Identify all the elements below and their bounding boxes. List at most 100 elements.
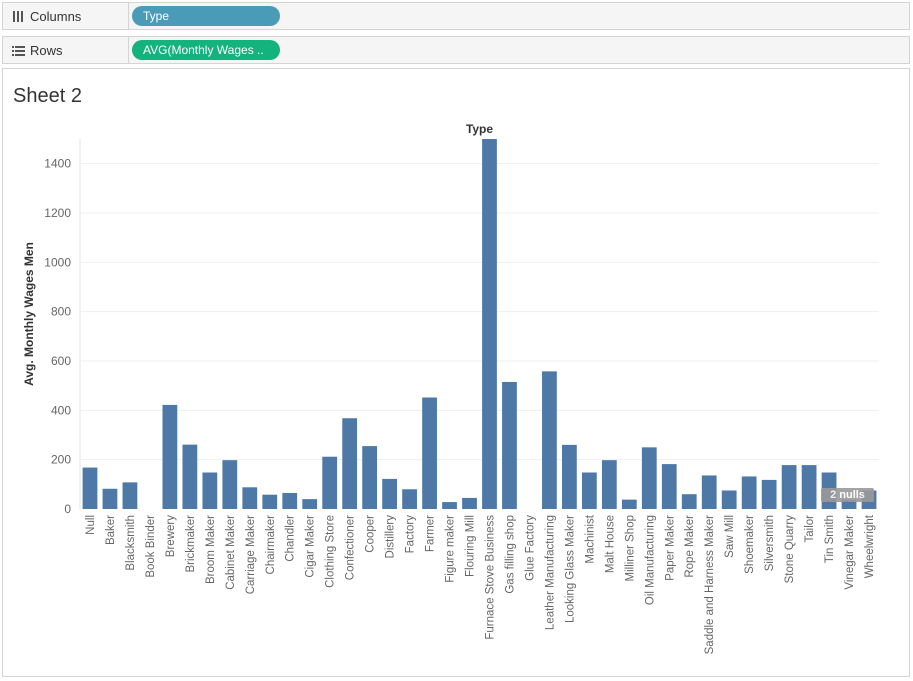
x-tick-label: Malt House — [604, 515, 616, 573]
bar-shoemaker[interactable] — [741, 476, 757, 509]
bar-blacksmith[interactable] — [122, 482, 138, 509]
bar-silversmith[interactable] — [761, 479, 777, 509]
bar-rope-maker[interactable] — [681, 494, 697, 509]
bar-chairmaker[interactable] — [262, 494, 278, 509]
bar-milliner-shop[interactable] — [621, 499, 637, 509]
x-tick-label: Shoemaker — [744, 515, 756, 574]
x-tick-label: Vinegar Maker — [844, 515, 856, 590]
x-tick-label: Silversmith — [764, 515, 776, 571]
x-tick-label: Brickmaker — [185, 515, 197, 573]
bar-saddle-and-harness-maker[interactable] — [701, 475, 717, 509]
bar-farmer[interactable] — [422, 397, 437, 509]
columns-shelf-label: Columns — [3, 3, 129, 29]
bar-oil-manufacturing[interactable] — [641, 447, 657, 509]
x-tick-label: Saddle and Harness Maker — [704, 515, 716, 655]
x-tick-label: Oil Manufacturing — [644, 515, 656, 605]
sheet-title: Sheet 2 — [13, 85, 82, 107]
rows-icon — [11, 45, 25, 56]
bar-figure-maker[interactable] — [442, 502, 457, 509]
chart-title: Type — [466, 122, 493, 136]
x-tick-label: Blacksmith — [125, 515, 137, 571]
y-tick-label: 1400 — [44, 157, 71, 171]
bar-cooper[interactable] — [362, 446, 378, 509]
bar-machinist[interactable] — [581, 472, 597, 509]
x-tick-label: Factory — [405, 515, 417, 554]
bar-vinegar-maker[interactable] — [841, 499, 857, 509]
x-tick-label: Clothing Store — [325, 515, 337, 588]
x-tick-label: Milliner Shop — [624, 515, 636, 581]
nulls-indicator[interactable]: 2 nulls — [821, 488, 874, 502]
x-tick-label: Wheelwright — [864, 514, 876, 578]
bar-chart: 0 200 400 600 800 1000 1200 1400 Null Baker Blacks… — [22, 122, 879, 655]
bar-brickmaker[interactable] — [182, 444, 198, 509]
bar-saw-mill[interactable] — [721, 490, 737, 510]
bar-carriage-maker[interactable] — [242, 487, 258, 509]
bar-furnace-stove-business[interactable] — [482, 139, 497, 509]
avg-monthly-wages-pill[interactable]: AVG(Monthly Wages .. — [132, 40, 280, 60]
y-axis-title: Avg. Monthly Wages Men — [22, 242, 36, 386]
bar-broom-maker[interactable] — [202, 472, 218, 509]
bar-tailor[interactable] — [801, 465, 817, 509]
y-tick-label: 1200 — [44, 206, 71, 220]
x-tick-label: Cabinet Maker — [225, 515, 237, 590]
x-tick-label: Brewery — [165, 515, 177, 557]
bar-null[interactable] — [82, 467, 98, 509]
x-tick-label: Stone Quarry — [784, 515, 796, 584]
x-tick-label: Flouring Mill — [465, 515, 477, 577]
columns-label-text: Columns — [30, 8, 82, 24]
bar-leather-manufacturing[interactable] — [542, 371, 557, 509]
y-tick-label: 800 — [51, 305, 71, 319]
bar-baker[interactable] — [102, 488, 118, 509]
columns-shelf: Columns Type — [2, 2, 910, 30]
x-tick-label: Tin Smith — [824, 515, 836, 563]
y-tick-label: 600 — [51, 354, 71, 368]
x-tick-label: Baker — [105, 515, 117, 545]
type-pill[interactable]: Type — [132, 6, 280, 26]
y-tick-label: 0 — [64, 502, 71, 516]
bar-malt-house[interactable] — [601, 460, 617, 509]
y-tick-label: 1000 — [44, 255, 71, 269]
x-tick-label: Farmer — [425, 515, 437, 552]
y-tick-label: 400 — [51, 403, 71, 417]
columns-icon — [11, 10, 25, 22]
x-tick-label: Glue Factory — [524, 515, 536, 581]
rows-label-text: Rows — [30, 42, 63, 58]
bar-factory[interactable] — [402, 489, 417, 509]
x-tick-label: Gas filling shop — [504, 515, 516, 594]
rows-shelf-label: Rows — [3, 37, 129, 63]
x-tick-label: Tailor — [804, 515, 816, 543]
x-tick-label: Broom Maker — [205, 515, 217, 584]
x-tick-label: Rope Maker — [684, 515, 696, 578]
x-tick-label: Chairmaker — [265, 515, 277, 575]
bar-confectioner[interactable] — [342, 418, 358, 509]
bar-clothing-store[interactable] — [322, 456, 338, 509]
bar-cabinet-maker[interactable] — [222, 460, 238, 509]
x-tick-label: Null — [85, 515, 97, 535]
x-tick-label: Paper Maker — [664, 515, 676, 581]
bar-distillery[interactable] — [382, 478, 398, 509]
y-tick-label: 200 — [51, 453, 71, 467]
x-tick-label: Carriage Maker — [245, 515, 257, 594]
bar-paper-maker[interactable] — [661, 464, 677, 509]
bar-chandler[interactable] — [282, 492, 298, 509]
bar-flouring-mill[interactable] — [462, 497, 477, 509]
x-tick-label: Machinist — [584, 514, 596, 563]
x-tick-label: Confectioner — [345, 515, 357, 580]
x-tick-label: Figure maker — [445, 515, 457, 583]
x-tick-label: Looking Glass Maker — [564, 515, 576, 623]
x-tick-label: Leather Manufacturing — [544, 515, 556, 630]
bar-stone-quarry[interactable] — [781, 465, 797, 509]
x-tick-label: Cooper — [365, 515, 377, 553]
sheet-view: Sheet 2 0 200 400 600 800 1000 1200 1400 Null Bak… — [2, 68, 910, 677]
x-tick-label: Book Binder — [145, 515, 157, 578]
rows-shelf: Rows AVG(Monthly Wages .. — [2, 36, 910, 64]
x-tick-label: Furnace Stove Business — [484, 515, 496, 640]
bar-gas-filling-shop[interactable] — [502, 381, 517, 509]
bar-looking-glass-maker[interactable] — [561, 444, 577, 509]
bar-cigar-maker[interactable] — [302, 499, 318, 509]
x-tick-label: Saw Mill — [724, 515, 736, 558]
x-tick-label: Chandler — [285, 515, 297, 562]
x-tick-label: Distillery — [385, 515, 397, 559]
x-tick-label: Cigar Maker — [305, 515, 317, 578]
bar-brewery[interactable] — [162, 404, 178, 509]
